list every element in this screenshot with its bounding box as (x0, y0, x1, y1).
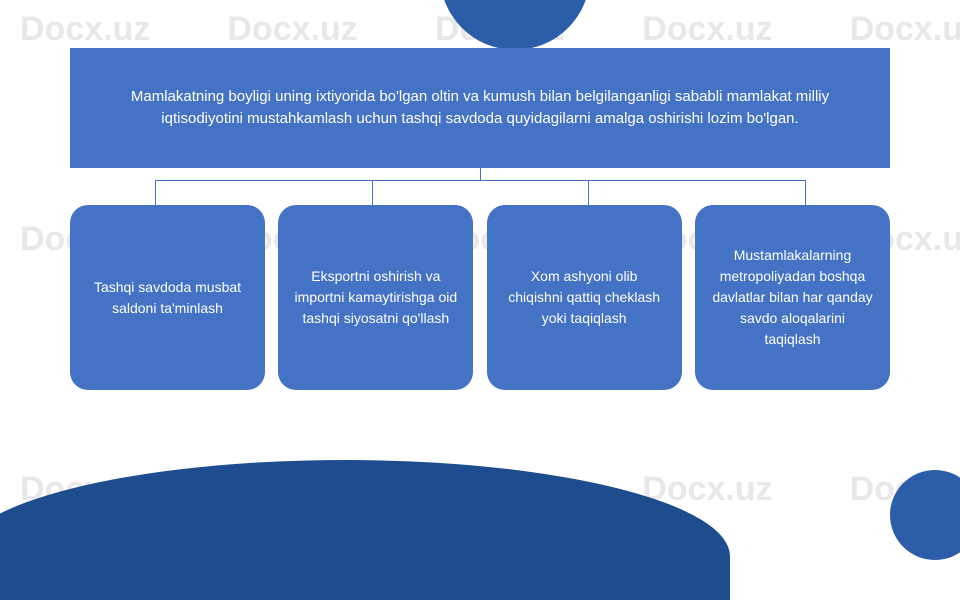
main-concept-text: Mamlakatning boyligi uning ixtiyorida bo… (110, 86, 850, 131)
connector-line (480, 168, 481, 180)
watermark-text: Docx.uz (642, 10, 772, 49)
child-box-text: Tashqi savdoda musbat saldoni ta'minlash (86, 277, 249, 319)
child-box: Tashqi savdoda musbat saldoni ta'minlash (70, 205, 265, 390)
main-concept-box: Mamlakatning boyligi uning ixtiyorida bo… (70, 48, 890, 168)
child-boxes-container: Tashqi savdoda musbat saldoni ta'minlash… (70, 205, 890, 390)
connector-line (372, 180, 373, 205)
watermark-text: Docx.uz (20, 10, 150, 49)
connector-line (805, 180, 806, 205)
child-box-text: Eksportni oshirish va importni kamaytiri… (294, 266, 457, 329)
watermark-text: Docx.uz (227, 10, 357, 49)
child-box: Xom ashyoni olib chiqishni qattiq chekla… (487, 205, 682, 390)
connector-line (155, 180, 156, 205)
child-box: Eksportni oshirish va importni kamaytiri… (278, 205, 473, 390)
watermark-text: Docx.uz (850, 10, 960, 49)
child-box-text: Xom ashyoni olib chiqishni qattiq chekla… (503, 266, 666, 329)
connector-line (588, 180, 589, 205)
child-box-text: Mustamlakalarning metropoliyadan boshqa … (711, 245, 874, 350)
child-box: Mustamlakalarning metropoliyadan boshqa … (695, 205, 890, 390)
connector-line (155, 180, 805, 181)
